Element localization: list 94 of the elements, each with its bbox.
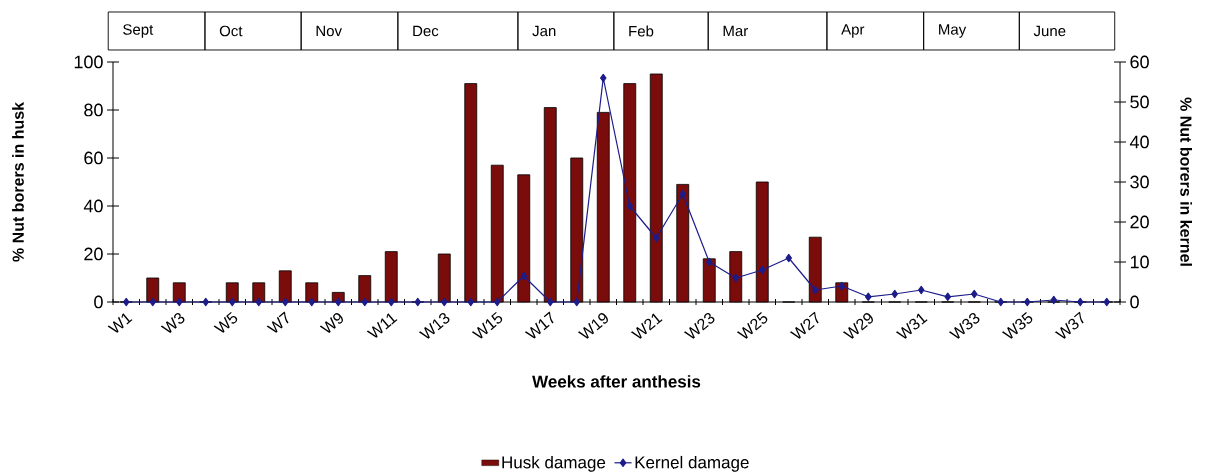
point <box>255 297 263 307</box>
point <box>175 297 183 307</box>
bar <box>252 282 266 303</box>
y2-tick-label: 50 <box>1130 95 1149 109</box>
y-tick-label: 80 <box>84 103 103 117</box>
x-tick-label: W9 <box>319 313 343 333</box>
point <box>705 257 713 267</box>
bar <box>278 270 292 303</box>
point <box>785 253 793 263</box>
x-tick-label: W13 <box>418 312 450 339</box>
y-tick-label: 60 <box>84 151 103 165</box>
point <box>626 201 634 211</box>
bar <box>358 275 372 303</box>
point <box>122 297 130 307</box>
y2-tick-label: 10 <box>1130 255 1149 269</box>
bar <box>384 251 398 303</box>
point <box>387 297 395 307</box>
legend-label: Kernel damage <box>635 455 749 472</box>
point <box>334 297 342 307</box>
point <box>228 297 236 307</box>
y-axis-title: % Nut borers in husk <box>12 101 24 262</box>
text: Nov <box>316 25 342 37</box>
point <box>1076 297 1084 307</box>
y2-tick-label: 30 <box>1130 175 1149 189</box>
x-tick-label: W11 <box>366 313 398 338</box>
point <box>414 297 422 307</box>
point <box>679 189 687 199</box>
x-tick-label: W25 <box>736 312 768 339</box>
point <box>599 73 607 83</box>
x-tick-label: W23 <box>683 312 715 339</box>
point <box>811 285 819 295</box>
point <box>149 297 157 307</box>
point <box>493 297 501 307</box>
x-tick-label: W37 <box>1054 311 1084 339</box>
y-tick-label: 20 <box>84 247 103 261</box>
text: Feb <box>629 25 654 37</box>
x-tick-label: W35 <box>1001 312 1033 339</box>
y-tick-label: 0 <box>94 295 103 309</box>
x-tick-label: W7 <box>266 311 289 333</box>
text: Apr <box>841 24 865 38</box>
y-tick-label: 40 <box>83 199 103 213</box>
point <box>917 285 925 295</box>
bar <box>172 282 186 303</box>
text: Dec <box>413 25 439 37</box>
y-tick-label: 100 <box>74 55 103 69</box>
point <box>970 289 978 299</box>
point <box>361 297 369 307</box>
point <box>944 292 952 301</box>
point <box>652 233 660 243</box>
y2-axis-title: % Nut borers in kernel <box>1180 97 1192 266</box>
x-tick-label: W21 <box>630 313 663 339</box>
x-tick-label: W5 <box>213 311 238 333</box>
y2-tick-label: 60 <box>1130 55 1149 69</box>
point <box>308 297 316 307</box>
bar <box>225 282 239 303</box>
x-tick-label: W19 <box>577 313 608 339</box>
point <box>546 297 554 307</box>
legend-label: Husk damage <box>502 455 606 472</box>
text: Oct <box>219 25 243 37</box>
point <box>758 265 766 275</box>
bar <box>437 253 451 303</box>
point <box>573 297 581 307</box>
text: Sept <box>123 24 154 38</box>
point <box>732 273 740 283</box>
y2-tick-label: 20 <box>1130 215 1149 229</box>
point <box>520 271 528 281</box>
point <box>467 297 475 307</box>
x-tick-label: W1 <box>107 313 133 333</box>
x-tick-label: W27 <box>789 311 819 339</box>
point <box>1050 295 1058 305</box>
point <box>838 281 846 291</box>
x-tick-label: W15 <box>471 311 503 339</box>
x-tick-label: W29 <box>842 313 873 339</box>
point <box>440 297 448 307</box>
point <box>281 297 289 307</box>
point <box>202 297 210 307</box>
point <box>1103 297 1111 307</box>
x-tick-label: W3 <box>160 312 185 333</box>
y2-tick-label: 0 <box>1130 295 1139 309</box>
x-axis-title: Weeks after anthesis <box>532 375 701 388</box>
bar <box>464 83 478 303</box>
x-tick-label: W33 <box>948 312 980 339</box>
point <box>1023 297 1031 307</box>
point <box>864 292 872 301</box>
text: Mar <box>723 25 748 37</box>
y2-tick-label: 40 <box>1129 135 1149 149</box>
bar <box>146 277 160 303</box>
point <box>891 289 899 299</box>
text: May <box>939 24 967 38</box>
point <box>997 297 1005 307</box>
x-tick-label: W31 <box>895 313 928 339</box>
bar <box>305 282 319 303</box>
text: June <box>1033 25 1066 37</box>
text: Jan <box>532 25 556 37</box>
